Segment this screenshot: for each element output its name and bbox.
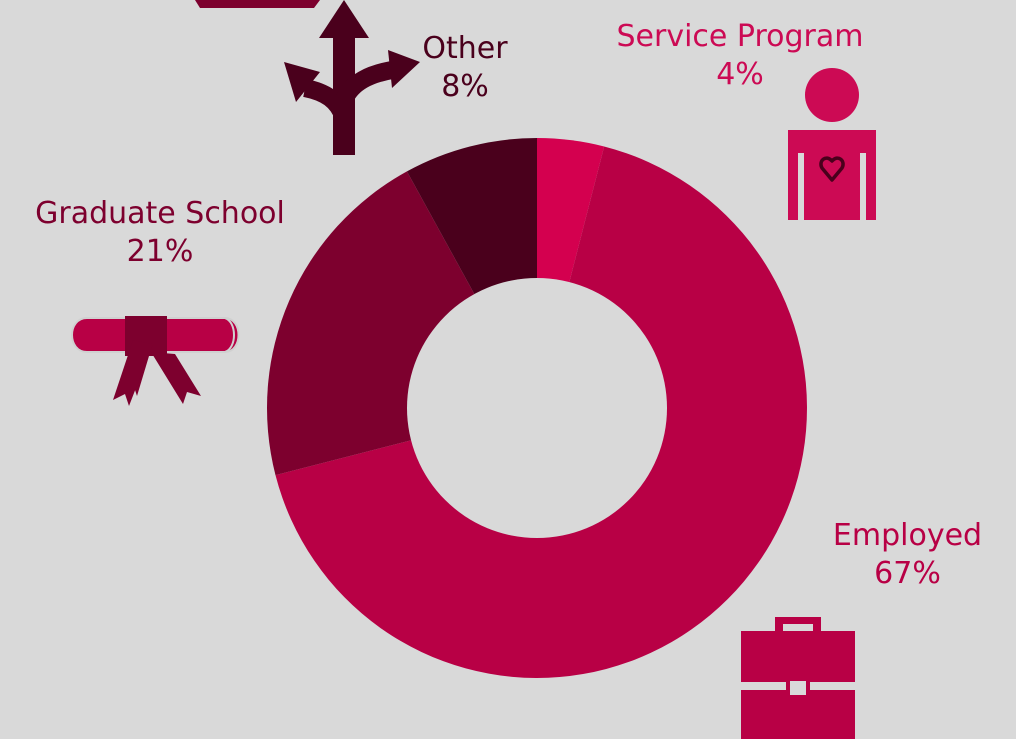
diploma-icon (71, 316, 240, 406)
label-employed: Employed 67% (810, 517, 1005, 592)
label-other-name: Other (422, 31, 508, 66)
label-other: Other 8% (405, 30, 525, 105)
donut-hole (407, 278, 667, 538)
tablet-top-icon (195, 0, 320, 8)
label-service-program: Service Program 4% (585, 18, 895, 93)
briefcase-icon (741, 617, 855, 739)
label-graduate-school-value: 21% (126, 233, 194, 269)
label-other-value: 8% (441, 68, 489, 104)
label-graduate-school-name: Graduate School (35, 196, 285, 231)
label-employed-name: Employed (832, 518, 983, 553)
label-service-program-value: 4% (716, 56, 764, 92)
person-heart-icon (788, 68, 876, 220)
label-service-program-name: Service Program (616, 19, 864, 54)
label-employed-value: 67% (874, 555, 941, 591)
label-graduate-school: Graduate School 21% (5, 195, 315, 270)
diverging-arrows-icon (284, 0, 420, 155)
